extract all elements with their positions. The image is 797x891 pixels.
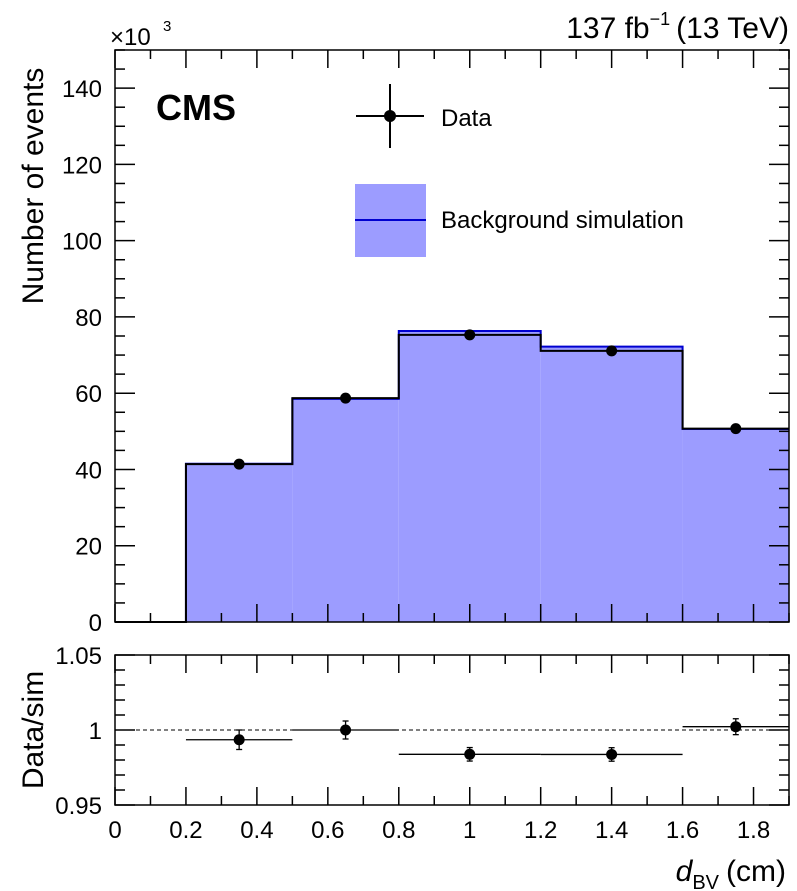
ratio-point: [464, 748, 476, 760]
x-axis-title-unit: (cm): [726, 855, 786, 888]
x-tick-label: 0.2: [169, 817, 202, 844]
data-point: [730, 423, 742, 435]
y-tick-label: 100: [62, 229, 102, 256]
background-bar: [682, 429, 789, 622]
data-point: [233, 458, 245, 470]
ratio-point: [606, 748, 618, 760]
ratio-y-tick-label: 1: [89, 718, 102, 745]
y-tick-label: 0: [89, 610, 102, 637]
background-bar: [540, 346, 683, 622]
x-tick-label: 1: [463, 817, 476, 844]
x-tick-label: 0: [108, 817, 121, 844]
x-tick-label: 1.2: [524, 817, 557, 844]
main-plot-panel: 0 20 40 60 80 100 120 140: [62, 49, 790, 637]
x-tick-label: 0.8: [382, 817, 415, 844]
lumi-exponent: −1: [650, 9, 671, 29]
x-axis-title: dBV (cm): [676, 855, 786, 891]
legend-data-label: Data: [441, 105, 492, 132]
y-axis-title-ratio: Data/sim: [17, 671, 50, 789]
ratio-point: [730, 721, 742, 733]
ratio-point: [233, 734, 245, 746]
data-point: [340, 392, 352, 404]
y-multiplier-prefix: ×10: [110, 24, 151, 51]
ratio-y-tick-label: 0.95: [55, 793, 102, 820]
data-point: [464, 329, 476, 341]
background-bar: [292, 398, 399, 622]
legend-background-label: Background simulation: [441, 207, 684, 234]
x-tick-label: 0.6: [311, 817, 344, 844]
y-tick-label: 80: [75, 305, 102, 332]
background-bar: [185, 463, 293, 622]
ratio-y-tick-label: 1.05: [55, 643, 102, 670]
y-tick-label: 140: [62, 76, 102, 103]
y-tick-label: 40: [75, 457, 102, 484]
x-tick-label: 1.6: [666, 817, 699, 844]
data-step-line: [115, 333, 789, 623]
y-tick-label: 60: [75, 381, 102, 408]
x-tick-label: 1.8: [737, 817, 770, 844]
data-point: [606, 345, 618, 357]
ratio-plot-panel: 0 0.2 0.4 0.6 0.8 1 1.2 1.4 1.6 1.8 0.95 1 1.05: [55, 643, 790, 844]
legend: Data Background simulation: [355, 84, 684, 257]
energy-label: (13 TeV): [676, 12, 789, 45]
x-tick-label: 0.4: [240, 817, 273, 844]
background-bar: [398, 331, 541, 622]
x-axis-title-symbol: d: [676, 855, 694, 888]
cms-label: CMS: [156, 87, 236, 128]
x-tick-label: 1.4: [595, 817, 628, 844]
y-multiplier-exponent: 3: [163, 18, 171, 35]
legend-data-marker: [356, 84, 424, 148]
legend-background-swatch: [355, 184, 426, 257]
y-tick-label: 120: [62, 152, 102, 179]
x-axis-title-subscript: BV: [692, 872, 719, 891]
ratio-point: [340, 724, 352, 736]
y-tick-label: 20: [75, 534, 102, 561]
y-axis-title-main: Number of events: [17, 68, 50, 305]
lumi-label: 137 fb−1 (13 TeV): [566, 9, 789, 45]
